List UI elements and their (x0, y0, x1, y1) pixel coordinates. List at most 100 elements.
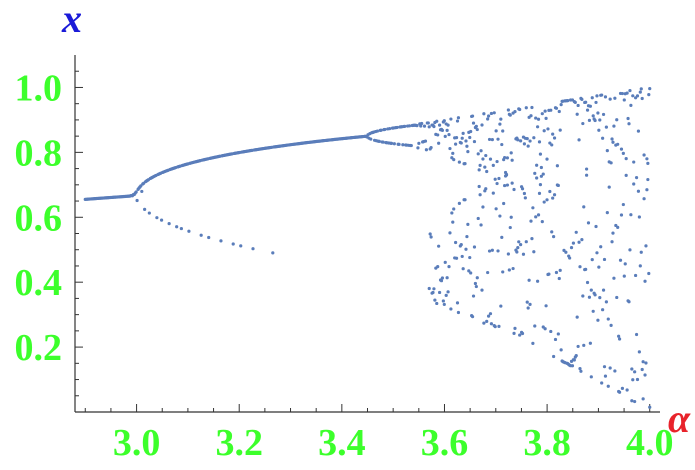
data-point (134, 190, 138, 194)
data-point (636, 189, 641, 193)
data-point (539, 174, 543, 178)
data-point (605, 149, 609, 153)
data-point (445, 128, 449, 132)
data-point (484, 153, 488, 158)
data-point (482, 112, 486, 116)
data-point (472, 139, 477, 144)
data-point (578, 366, 582, 371)
data-point (574, 354, 578, 358)
data-point (455, 119, 460, 123)
data-point (466, 222, 470, 226)
x-tick-label: 4.0 (626, 422, 674, 464)
data-point (648, 405, 652, 409)
data-point (634, 332, 639, 337)
data-point (452, 207, 456, 211)
data-point (638, 264, 642, 268)
data-point (463, 162, 467, 166)
data-point (435, 119, 439, 123)
data-point (585, 167, 589, 171)
data-point (584, 100, 588, 104)
data-point (447, 132, 451, 137)
data-point (488, 157, 493, 161)
data-point (598, 118, 602, 122)
data-point (575, 315, 579, 319)
data-point (431, 290, 435, 295)
data-point (645, 157, 649, 161)
data-point (641, 397, 645, 401)
data-point (482, 321, 486, 325)
data-point (493, 324, 497, 329)
data-point (633, 399, 637, 404)
data-point (552, 136, 557, 140)
data-point (403, 124, 407, 128)
data-point (477, 168, 481, 172)
data-point (641, 360, 645, 364)
data-point (175, 225, 179, 229)
data-point (644, 361, 648, 365)
data-point (454, 136, 459, 140)
data-point (638, 90, 642, 94)
data-point (444, 293, 448, 297)
data-point (608, 366, 612, 370)
data-point (490, 138, 494, 142)
data-point (537, 140, 542, 144)
data-point (473, 281, 477, 286)
data-point (437, 290, 442, 295)
data-point (461, 267, 465, 271)
data-point (477, 184, 481, 189)
data-point (642, 153, 646, 157)
data-point (508, 113, 512, 117)
data-point (448, 231, 452, 235)
data-point (447, 265, 451, 269)
data-point (501, 270, 505, 274)
data-point (530, 237, 534, 241)
data-point (577, 138, 581, 142)
data-point (548, 189, 552, 194)
data-point (437, 244, 441, 248)
data-point (537, 191, 542, 196)
data-point (498, 122, 502, 126)
data-point (629, 213, 633, 217)
data-point (231, 242, 235, 246)
data-point (481, 157, 485, 161)
data-point (617, 334, 621, 338)
data-point (490, 248, 494, 252)
data-point (549, 108, 553, 112)
data-point (540, 112, 544, 116)
data-point (501, 129, 505, 133)
data-point (628, 88, 632, 93)
data-point (415, 124, 419, 128)
data-point (465, 144, 469, 148)
data-point (640, 367, 644, 372)
data-point (239, 244, 243, 248)
data-point (494, 129, 498, 133)
data-point (625, 388, 629, 392)
data-point (530, 105, 534, 110)
data-point (478, 163, 482, 167)
data-point (572, 358, 576, 362)
data-point (574, 230, 578, 234)
data-point (489, 111, 494, 116)
data-point (445, 276, 449, 280)
data-point (159, 218, 164, 222)
data-point (609, 161, 613, 165)
data-point (486, 270, 490, 275)
data-point (575, 112, 579, 116)
data-point (466, 150, 470, 154)
data-point (155, 216, 159, 220)
data-point (496, 137, 500, 141)
x-tick-label: 3.0 (113, 422, 161, 464)
data-point (457, 201, 461, 206)
data-point (558, 268, 562, 272)
data-point (587, 295, 592, 299)
data-point (603, 374, 608, 378)
data-point (621, 151, 625, 155)
data-point (469, 271, 473, 275)
data-point (644, 244, 648, 248)
data-point (536, 279, 540, 283)
data-point (442, 119, 446, 123)
data-point (461, 131, 465, 135)
data-point (451, 220, 455, 224)
data-point (541, 172, 545, 176)
data-point (381, 140, 385, 144)
